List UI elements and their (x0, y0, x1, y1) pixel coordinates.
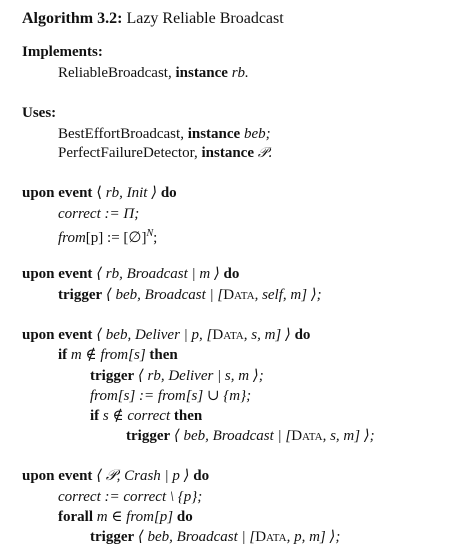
init-handler-header: upon event ⟨ rb, Init ⟩ do (22, 185, 177, 201)
crash-forall: forall m ∈ from[p] do (58, 509, 193, 525)
crash-correct-assign: correct := correct \ {p}; (58, 489, 203, 505)
algorithm-label: Algorithm 3.2: (22, 10, 123, 27)
crash-trigger-broadcast: trigger ⟨ beb, Broadcast | [Data, p, m] … (90, 529, 341, 545)
uses-item: PerfectFailureDetector, instance 𝒫. (58, 145, 273, 161)
broadcast-trigger: trigger ⟨ beb, Broadcast | [Data, self, … (58, 287, 322, 303)
broadcast-handler-header: upon event ⟨ rb, Broadcast | m ⟩ do (22, 266, 240, 282)
uses-heading: Uses: (22, 105, 57, 121)
algorithm-title: Algorithm 3.2: Lazy Reliable Broadcast (22, 10, 284, 28)
crash-handler-header: upon event ⟨ 𝒫, Crash | p ⟩ do (22, 468, 210, 484)
instance-keyword: instance (175, 65, 228, 81)
deliver-if: if m ∉ from[s] then (58, 347, 178, 363)
instance-name: rb. (231, 65, 249, 81)
deliver-from-assign: from[s] := from[s] ∪ {m}; (90, 388, 252, 404)
deliver-trigger-broadcast: trigger ⟨ beb, Broadcast | [Data, s, m] … (126, 428, 375, 444)
implements-heading: Implements: (22, 44, 103, 60)
init-from-assign: from[p] := [∅]N; (58, 228, 158, 246)
uses-item: BestEffortBroadcast, instance beb; (58, 126, 271, 142)
init-correct-assign: correct := Π; (58, 206, 140, 222)
implements-line: ReliableBroadcast, instance rb. (58, 64, 249, 82)
implements-abstraction: ReliableBroadcast, (58, 65, 172, 81)
algorithm-name: Lazy Reliable Broadcast (126, 10, 284, 27)
deliver-handler-header: upon event ⟨ beb, Deliver | p, [Data, s,… (22, 327, 311, 343)
deliver-if-correct: if s ∉ correct then (90, 408, 203, 424)
deliver-trigger: trigger ⟨ rb, Deliver | s, m ⟩; (90, 368, 264, 384)
